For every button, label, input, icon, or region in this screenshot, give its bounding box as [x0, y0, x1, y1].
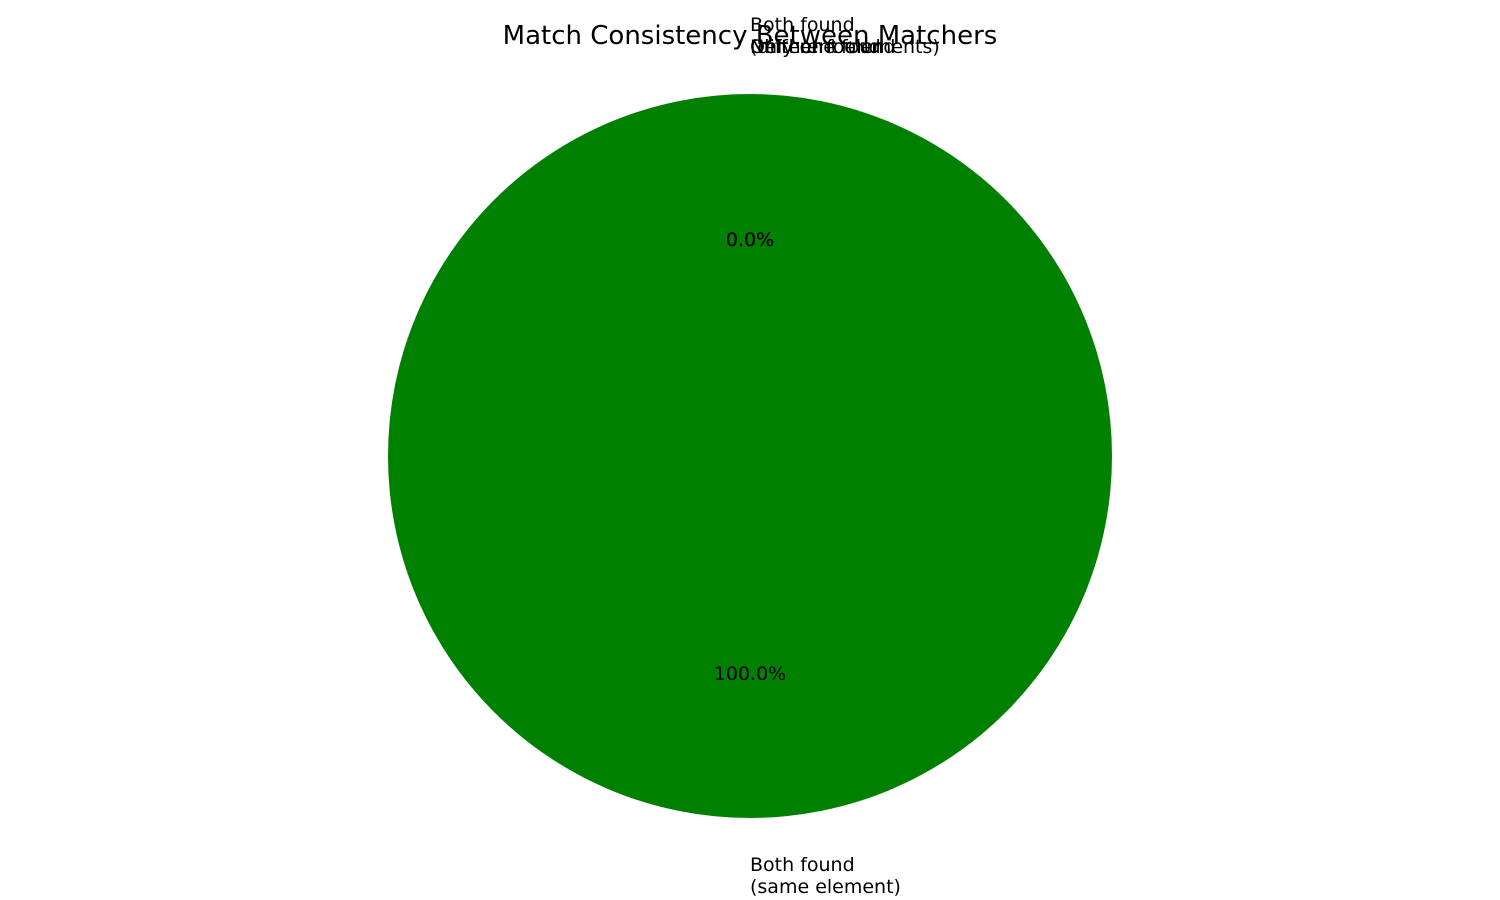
slice-percent-both-found-same-element: 100.0% — [714, 663, 786, 685]
slice-label-both-found-same-element: Both found (same element) — [750, 854, 901, 898]
pie-slice-both-found-same-element — [388, 94, 1112, 818]
slice-percent-neither-found: 0.0% — [726, 229, 774, 251]
slice-percent-only-one-found: 0.0% — [726, 229, 774, 251]
slice-label-only-one-found: Only one found — [750, 36, 895, 58]
chart-title: Match Consistency Between Matchers — [503, 21, 998, 51]
pie-labels: Both found (same element) 100.0% Both found… — [714, 14, 940, 898]
slice-percent-both-found-different-elements: 0.0% — [726, 229, 774, 251]
slice-label-both-found-different-elements: Both found (different elements) — [750, 14, 940, 58]
slice-label-neither-found: Neither found — [750, 36, 881, 58]
pie-slices — [388, 94, 1112, 818]
